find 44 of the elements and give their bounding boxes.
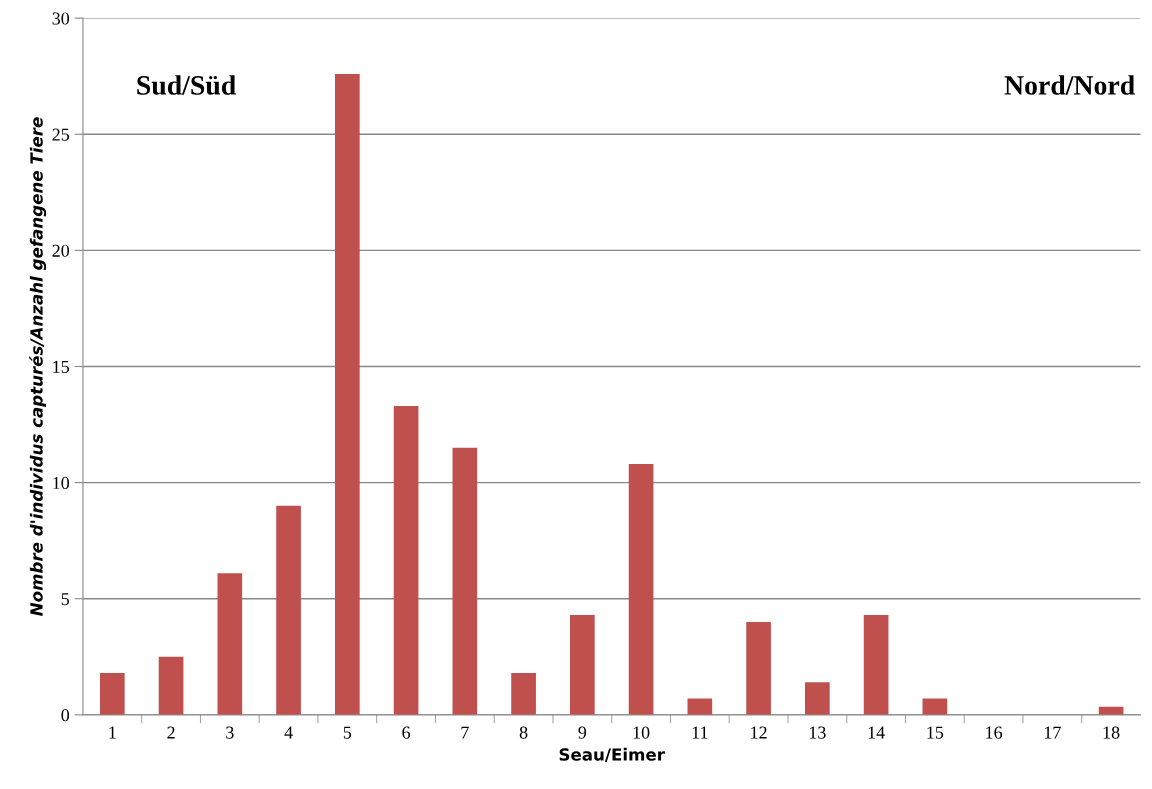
x-tick-label: 13: [809, 726, 826, 739]
y-tick-label: 15: [53, 360, 70, 373]
y-tick-label: 5: [61, 593, 70, 606]
bar: [158, 656, 184, 715]
bar: [276, 505, 301, 715]
x-tick-label: 1: [109, 726, 116, 739]
bar: [805, 682, 830, 715]
bar: [334, 73, 360, 715]
x-tick-label: 9: [578, 726, 587, 739]
x-tick-label: 18: [1103, 726, 1120, 739]
x-tick-label: 7: [461, 726, 469, 739]
bar: [628, 464, 654, 715]
bar: [393, 405, 419, 715]
annotation: Sud/Süd: [137, 75, 236, 95]
bar: [99, 673, 125, 715]
y-tick-label: 30: [52, 12, 70, 25]
x-tick-label: 3: [226, 726, 234, 739]
x-tick-label: 15: [927, 726, 944, 739]
y-tick-label: 0: [61, 709, 70, 722]
bar: [687, 698, 713, 715]
bar: [922, 698, 948, 715]
x-axis-title: Seau/Eimer: [559, 747, 665, 763]
bar: [570, 614, 595, 715]
x-tick-label: 16: [986, 726, 1003, 739]
bar: [746, 621, 771, 715]
x-tick-label: 14: [868, 726, 885, 739]
x-tick-label: 4: [284, 726, 293, 739]
bar: [217, 573, 243, 715]
bar: [511, 673, 536, 715]
bar: [863, 614, 889, 715]
bar: [452, 447, 478, 715]
annotation: Nord/Nord: [1004, 75, 1135, 95]
x-tick-label: 17: [1044, 726, 1061, 739]
x-tick-label: 10: [633, 726, 650, 739]
x-tick-label: 2: [167, 726, 175, 739]
y-tick-label: 10: [53, 476, 70, 490]
y-tick-label: 20: [52, 244, 70, 257]
y-axis-title: Nombre d'individus capturés/Anzahl gefangene Tiere: [29, 117, 47, 616]
x-tick-label: 11: [692, 726, 708, 739]
x-tick-label: 6: [402, 726, 411, 739]
y-tick-label: 25: [52, 128, 70, 141]
x-tick-label: 8: [519, 726, 528, 739]
x-tick-label: 5: [343, 726, 352, 739]
x-tick-label: 12: [751, 726, 767, 739]
